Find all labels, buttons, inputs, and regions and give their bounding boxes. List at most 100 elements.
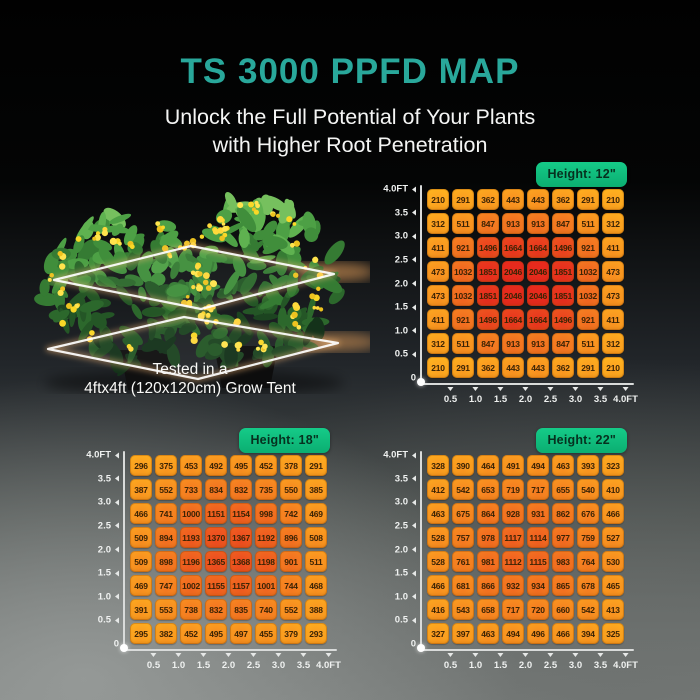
ppfd-value-cell: 552 (155, 479, 177, 500)
ppfd-value-cell: 410 (602, 479, 624, 500)
y-axis-label: 4.0FT (383, 184, 416, 195)
y-axis-label: 0 (114, 639, 119, 650)
y-axis-label: 3.0 (395, 231, 416, 242)
ppfd-value-cell: 747 (155, 575, 177, 596)
y-axis-label: 4.0FT (86, 450, 119, 461)
ppfd-value-cell: 1370 (205, 527, 227, 548)
ppfd-value-cell: 921 (452, 237, 474, 258)
y-axis-label: 3.0 (98, 497, 119, 508)
x-axis-label-text: 3.0 (568, 394, 583, 405)
y-tick-arrow-icon (115, 522, 119, 529)
y-tick-arrow-icon (412, 304, 416, 311)
x-tick-arrow-icon (497, 653, 504, 657)
ppfd-value-cell: 1193 (180, 527, 202, 548)
ppfd-value-cell: 913 (502, 213, 524, 234)
y-axis-label-text: 2.0 (394, 544, 408, 555)
ppfd-value-cell: 443 (502, 189, 524, 210)
y-axis-label: 2.0 (395, 544, 416, 555)
ppfd-value-cell: 375 (155, 455, 177, 476)
x-axis-label-text: 1.5 (493, 394, 508, 405)
axis-origin-dot (120, 644, 128, 652)
y-axis-label: 1.0 (98, 591, 119, 602)
ppfd-value-cell: 452 (180, 623, 202, 644)
ppfd-value-cell: 453 (180, 455, 202, 476)
x-tick-arrow-icon (447, 387, 454, 391)
x-axis-label-text: 3.5 (593, 660, 608, 671)
axis-origin-dot (417, 378, 425, 386)
ppfd-value-cell: 864 (477, 503, 499, 524)
subtitle-line-1: Unlock the Full Potential of Your Plants (164, 105, 536, 129)
x-axis-label: 3.0 (272, 653, 285, 671)
y-axis-label-text: 3.5 (97, 473, 111, 485)
plants-photo (18, 162, 380, 396)
y-axis-label-text: 1.5 (394, 301, 408, 313)
ppfd-value-cell: 495 (205, 623, 227, 644)
ppfd-value-cell: 511 (577, 333, 599, 354)
x-axis-label-text: 2.0 (518, 394, 533, 405)
y-tick-arrow-icon (115, 617, 119, 624)
ppfd-value-cell: 764 (577, 551, 599, 572)
ppfd-value-cell: 998 (255, 503, 277, 524)
ppfd-value-cell: 681 (452, 575, 474, 596)
ppfd-value-cell: 1155 (205, 575, 227, 596)
ppfd-value-cell: 210 (427, 357, 449, 378)
ppfd-grid-12: 210 291 362 443 443 362 291 210 312 511 847 913 913 8… (383, 184, 638, 406)
x-axis-label: 3.5 (594, 387, 607, 405)
x-axis-label-text: 4.0FT (613, 394, 638, 405)
ppfd-value-cell: 210 (427, 189, 449, 210)
ppfd-value-cell: 491 (502, 455, 524, 476)
ppfd-value-cell: 921 (452, 309, 474, 330)
y-axis-label-text: 0.5 (97, 614, 111, 626)
y-tick-arrow-icon (412, 499, 416, 506)
tent-caption-line-1: Tested in a (152, 361, 228, 378)
ppfd-value-cell: 291 (452, 189, 474, 210)
ppfd-value-cell: 865 (552, 575, 574, 596)
axis-origin-dot (417, 644, 425, 652)
ppfd-value-cell: 847 (477, 333, 499, 354)
ppfd-value-cell: 291 (577, 357, 599, 378)
x-axis-label-text: 2.5 (543, 394, 558, 405)
ppfd-value-cell: 717 (527, 479, 549, 500)
ppfd-value-cell: 452 (255, 455, 277, 476)
ppfd-value-cell: 759 (577, 527, 599, 548)
x-tick-arrow-icon (175, 653, 182, 657)
y-tick-arrow-icon (412, 233, 416, 240)
y-tick-arrow-icon (412, 351, 416, 358)
ppfd-value-cell: 416 (427, 599, 449, 620)
x-tick-arrow-icon (597, 387, 604, 391)
ppfd-value-cell: 473 (602, 285, 624, 306)
ppfd-value-cell: 834 (205, 479, 227, 500)
height-18-badge: Height: 18" (239, 428, 330, 453)
ppfd-value-cell: 678 (577, 575, 599, 596)
ppfd-value-cell: 473 (427, 285, 449, 306)
y-tick-arrow-icon (412, 570, 416, 577)
ppfd-value-cell: 1196 (180, 551, 202, 572)
ppfd-value-cell: 494 (527, 455, 549, 476)
ppfd-value-cell: 1496 (477, 237, 499, 258)
x-tick-arrow-icon (547, 387, 554, 391)
x-axis-label: 1.5 (494, 653, 507, 671)
ppfd-value-cell: 1851 (552, 285, 574, 306)
x-tick-arrow-icon (497, 387, 504, 391)
ppfd-value-cell: 463 (427, 503, 449, 524)
ppfd-value-cell: 1851 (477, 285, 499, 306)
ppfd-value-cell: 468 (305, 575, 327, 596)
ppfd-value-cell: 1367 (230, 527, 252, 548)
y-axis-label-text: 4.0FT (383, 449, 408, 461)
x-tick-arrow-icon (597, 653, 604, 657)
x-axis-label-text: 2.5 (543, 660, 558, 671)
ppfd-value-cell: 658 (477, 599, 499, 620)
ppfd-value-cell: 928 (502, 503, 524, 524)
y-axis-label: 2.5 (395, 520, 416, 531)
ppfd-value-cell: 847 (477, 213, 499, 234)
x-axis-label-text: 2.0 (221, 660, 236, 671)
ppfd-value-cell: 312 (427, 213, 449, 234)
ppfd-value-cell: 1496 (477, 309, 499, 330)
ppfd-value-cell: 1114 (527, 527, 549, 548)
height-12-badge-label: Height: 12" (547, 167, 616, 181)
ppfd-value-cell: 1496 (552, 309, 574, 330)
ppfd-value-cell: 528 (427, 551, 449, 572)
y-axis-label-text: 3.0 (394, 496, 408, 508)
y-axis-label: 3.5 (395, 207, 416, 218)
ppfd-value-cell: 735 (255, 479, 277, 500)
